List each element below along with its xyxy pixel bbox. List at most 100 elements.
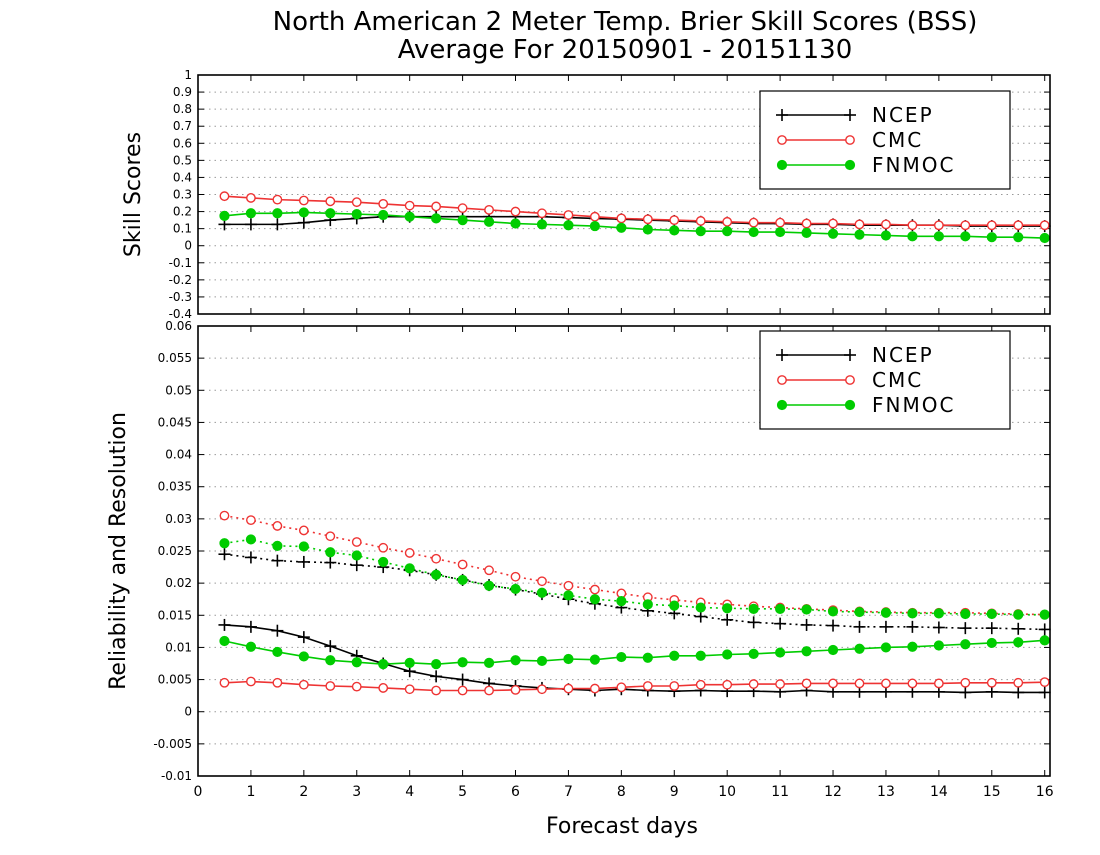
- data-point: [404, 211, 415, 222]
- data-point: [537, 684, 547, 695]
- y-tick-label: 0.01: [165, 640, 192, 654]
- data-point: [563, 590, 574, 601]
- x-axis-title: Forecast days: [546, 814, 698, 839]
- data-point: [484, 204, 494, 215]
- x-tick-label: 5: [458, 784, 467, 800]
- data-point: [351, 537, 362, 547]
- data-point: [563, 653, 574, 665]
- data-point: [669, 600, 680, 611]
- data-point: [775, 603, 786, 614]
- data-point: [880, 607, 892, 618]
- data-point: [510, 684, 521, 695]
- data-point: [404, 563, 415, 574]
- data-point: [351, 657, 362, 668]
- data-point: [854, 678, 865, 689]
- y-tick-label: 0.015: [158, 608, 192, 622]
- data-point: [695, 679, 706, 690]
- data-point: [510, 571, 521, 582]
- data-point: [1039, 635, 1050, 646]
- data-point: [722, 216, 733, 227]
- data-point: [298, 541, 309, 552]
- data-point: [484, 685, 494, 696]
- data-point: [775, 217, 786, 228]
- plot-frame: [197, 325, 1051, 777]
- series-line: [224, 514, 1045, 616]
- data-point: [404, 548, 415, 558]
- data-point: [510, 655, 521, 666]
- y-tick-label: 0.035: [158, 480, 192, 494]
- data-point: [245, 208, 257, 219]
- y-tick-label: -0.1: [169, 256, 192, 270]
- y-tick-label: 0.4: [173, 170, 192, 184]
- x-tick-label: 1: [246, 784, 255, 800]
- chart-title-line1: North American 2 Meter Temp. Brier Skill…: [273, 7, 978, 37]
- series-fnmoc-solid: [219, 635, 1050, 670]
- data-point: [642, 652, 653, 663]
- data-point: [404, 684, 415, 695]
- data-point: [775, 679, 786, 689]
- data-point: [616, 682, 627, 693]
- data-point: [695, 650, 706, 661]
- data-point: [404, 200, 415, 211]
- data-point: [801, 646, 812, 657]
- data-point: [642, 214, 653, 225]
- y-tick-label: -0.2: [169, 273, 192, 287]
- data-point: [881, 219, 891, 230]
- data-point: [1039, 677, 1050, 688]
- data-point: [801, 678, 812, 689]
- data-point: [510, 583, 521, 595]
- data-point: [827, 606, 839, 617]
- series-fnmoc-dotted: [219, 534, 1050, 620]
- data-point: [537, 576, 547, 587]
- y-tick-label: 0.1: [173, 222, 192, 236]
- data-point: [219, 510, 230, 521]
- data-point: [669, 650, 680, 661]
- y-tick-label: 0.9: [173, 85, 192, 99]
- data-point: [272, 208, 283, 219]
- data-point: [483, 580, 495, 591]
- y-tick-label: 0.04: [165, 448, 192, 462]
- data-point: [431, 201, 442, 212]
- x-tick-label: 0: [194, 784, 203, 800]
- data-point: [748, 217, 759, 228]
- data-point: [1039, 232, 1050, 244]
- data-point: [457, 215, 468, 226]
- data-point: [1013, 677, 1024, 688]
- data-point: [457, 574, 468, 586]
- data-point: [351, 197, 362, 208]
- y-tick-label: -0.005: [153, 737, 192, 751]
- data-point: [589, 584, 600, 595]
- y-tick-label: 0.03: [165, 512, 192, 526]
- legend-label-fnmoc: FNMOC: [872, 393, 955, 417]
- data-point: [245, 534, 257, 545]
- data-point: [695, 602, 706, 613]
- data-point: [589, 594, 600, 605]
- data-point: [854, 643, 865, 654]
- series-line: [224, 553, 1045, 631]
- data-point: [907, 641, 918, 652]
- data-point: [722, 603, 733, 614]
- y-axis-title: Reliability and Resolution: [106, 412, 131, 690]
- data-point: [748, 648, 759, 659]
- legend-marker: [845, 375, 855, 385]
- data-point: [431, 553, 442, 564]
- data-point: [378, 659, 389, 670]
- data-point: [272, 540, 283, 551]
- data-point: [1013, 232, 1024, 243]
- data-point: [219, 677, 230, 688]
- legend-label-fnmoc: FNMOC: [872, 153, 955, 177]
- data-point: [695, 226, 706, 237]
- data-point: [828, 678, 838, 689]
- data-point: [563, 683, 574, 694]
- legend-marker: [777, 135, 787, 145]
- data-point: [1013, 220, 1024, 231]
- x-tick-label: 9: [670, 784, 679, 800]
- data-point: [325, 196, 336, 207]
- data-point: [536, 587, 548, 598]
- data-point: [457, 203, 468, 214]
- data-point: [933, 640, 944, 651]
- data-point: [589, 654, 600, 665]
- data-point: [801, 218, 812, 229]
